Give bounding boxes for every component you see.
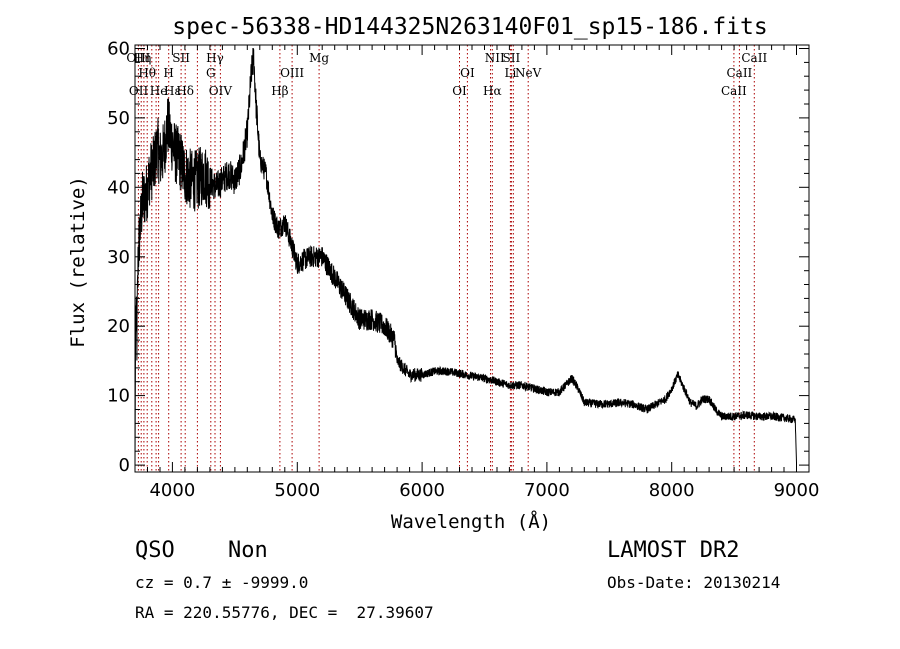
emission-line-label: OIII (126, 51, 150, 65)
emission-line-label: Hη (134, 51, 152, 65)
emission-line-label: Hβ (271, 84, 288, 98)
emission-line-label: CaII (726, 66, 752, 80)
x-tick-label: 6000 (399, 480, 445, 501)
emission-line-label: Hε (164, 84, 181, 98)
emission-line-label: OIII (280, 66, 304, 80)
spectrum-line (134, 48, 797, 466)
emission-line-label: Hγ (206, 51, 224, 65)
x-tick-label: 9000 (774, 480, 820, 501)
y-tick-label: 30 (107, 247, 130, 268)
x-axis-label: Wavelength (Å) (391, 510, 551, 533)
x-tick-label: 7000 (524, 480, 570, 501)
plot-frame (134, 44, 810, 473)
emission-line-label: NII (485, 51, 505, 65)
coordinates-text: RA = 220.55776, DEC = 27.39607 (135, 603, 434, 622)
emission-line-label: OII (129, 84, 149, 98)
emission-line-label: SII (503, 51, 521, 65)
obs-date-text: Obs-Date: 20130214 (607, 573, 781, 592)
emission-line-label: CaII (741, 51, 767, 65)
emission-line-label: CaII (721, 84, 747, 98)
emission-line-markers (137, 45, 755, 472)
emission-line-label: Hα (483, 84, 502, 98)
emission-line-label: H (163, 66, 173, 80)
x-tick-label: 5000 (274, 480, 320, 501)
emission-line-label: Li (504, 66, 516, 80)
emission-line-label: OI (452, 84, 467, 98)
y-axis-label: Flux (relative) (67, 176, 89, 348)
emission-line-label: Mg (309, 51, 329, 65)
chart-title: spec-56338-HD144325N263140F01_sp15-186.f… (172, 14, 767, 40)
y-tick-label: 40 (107, 177, 130, 198)
object-class: QSO (135, 538, 175, 563)
x-tick-label: 4000 (149, 480, 195, 501)
redshift-text: cz = 0.7 ± -9999.0 (135, 573, 309, 592)
emission-line-label: OIV (209, 84, 233, 98)
y-tick-label: 10 (107, 386, 130, 407)
y-tick-label: 20 (107, 316, 130, 337)
emission-line-label: Hθ (138, 66, 156, 80)
y-tick-label: 60 (107, 39, 130, 60)
emission-line-label: G (206, 66, 216, 80)
x-axis-ticks: 4000 5000 6000 7000 8000 9000 (134, 45, 820, 501)
emission-line-label: NeV (515, 66, 542, 80)
object-subclass: Non (228, 538, 268, 563)
emission-line-label: He (150, 84, 168, 98)
y-tick-label: 50 (107, 108, 130, 129)
y-tick-label: 0 (119, 455, 130, 476)
x-tick-label: 8000 (649, 480, 695, 501)
survey-name: LAMOST DR2 (607, 538, 740, 563)
emission-line-label: Hδ (176, 84, 194, 98)
y-axis-ticks: 0 10 20 30 40 50 60 (107, 39, 809, 476)
emission-line-label: SII (172, 51, 190, 65)
emission-line-label: OI (460, 66, 475, 80)
